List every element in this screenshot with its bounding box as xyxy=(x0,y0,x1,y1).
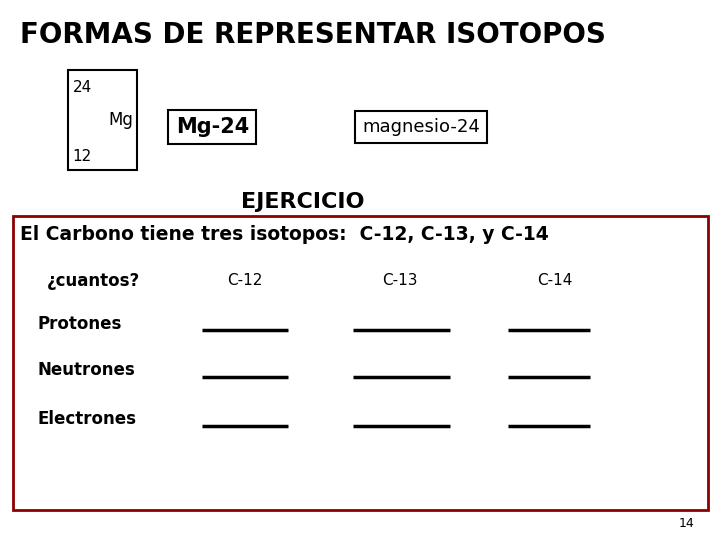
Text: Mg-24: Mg-24 xyxy=(176,117,249,137)
Text: 14: 14 xyxy=(679,517,695,530)
Text: Protones: Protones xyxy=(37,315,122,333)
Text: 24: 24 xyxy=(73,80,92,95)
Text: EJERCICIO: EJERCICIO xyxy=(240,192,364,213)
Text: C-12: C-12 xyxy=(227,273,263,288)
Text: FORMAS DE REPRESENTAR ISOTOPOS: FORMAS DE REPRESENTAR ISOTOPOS xyxy=(20,21,606,49)
FancyBboxPatch shape xyxy=(68,70,137,170)
Text: ¿cuantos?: ¿cuantos? xyxy=(47,272,140,290)
Text: magnesio-24: magnesio-24 xyxy=(362,118,480,136)
Text: Electrones: Electrones xyxy=(37,409,137,428)
Text: C-13: C-13 xyxy=(382,273,418,288)
Text: Mg: Mg xyxy=(108,111,133,129)
Text: C-14: C-14 xyxy=(536,273,572,288)
Text: 12: 12 xyxy=(73,148,92,164)
FancyBboxPatch shape xyxy=(13,216,708,510)
Text: El Carbono tiene tres isotopos:  C-12, C-13, y C-14: El Carbono tiene tres isotopos: C-12, C-… xyxy=(20,225,549,245)
Text: Neutrones: Neutrones xyxy=(37,361,135,379)
